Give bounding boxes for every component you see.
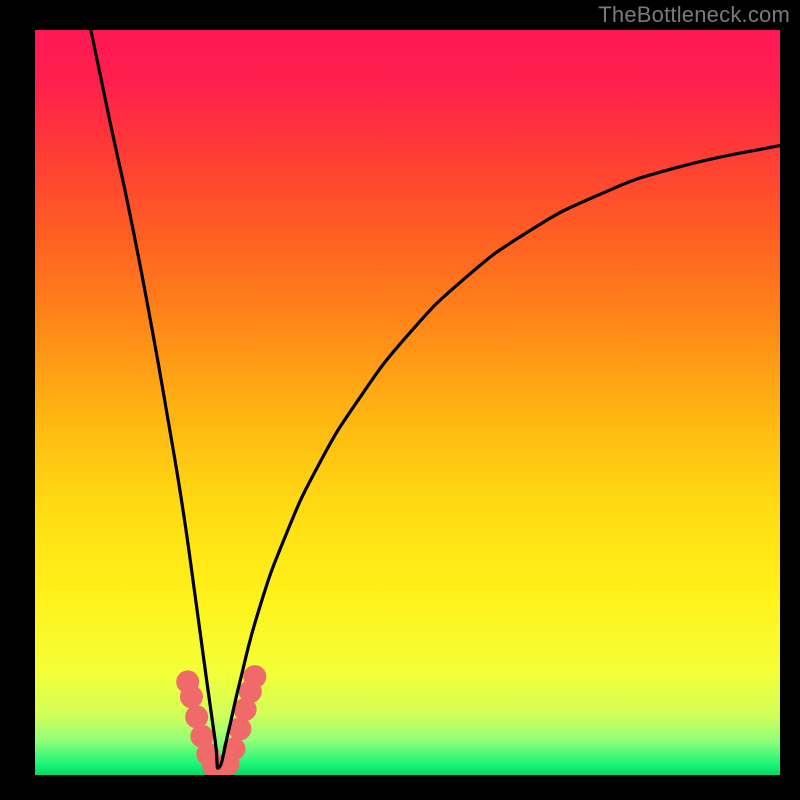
marker-point — [186, 706, 208, 728]
marker-point — [244, 666, 266, 688]
gradient-background — [35, 30, 780, 775]
marker-point — [180, 686, 202, 708]
plot-area — [35, 30, 780, 775]
canvas: TheBottleneck.com — [0, 0, 800, 800]
chart-svg — [35, 30, 780, 775]
watermark-text: TheBottleneck.com — [598, 2, 790, 28]
